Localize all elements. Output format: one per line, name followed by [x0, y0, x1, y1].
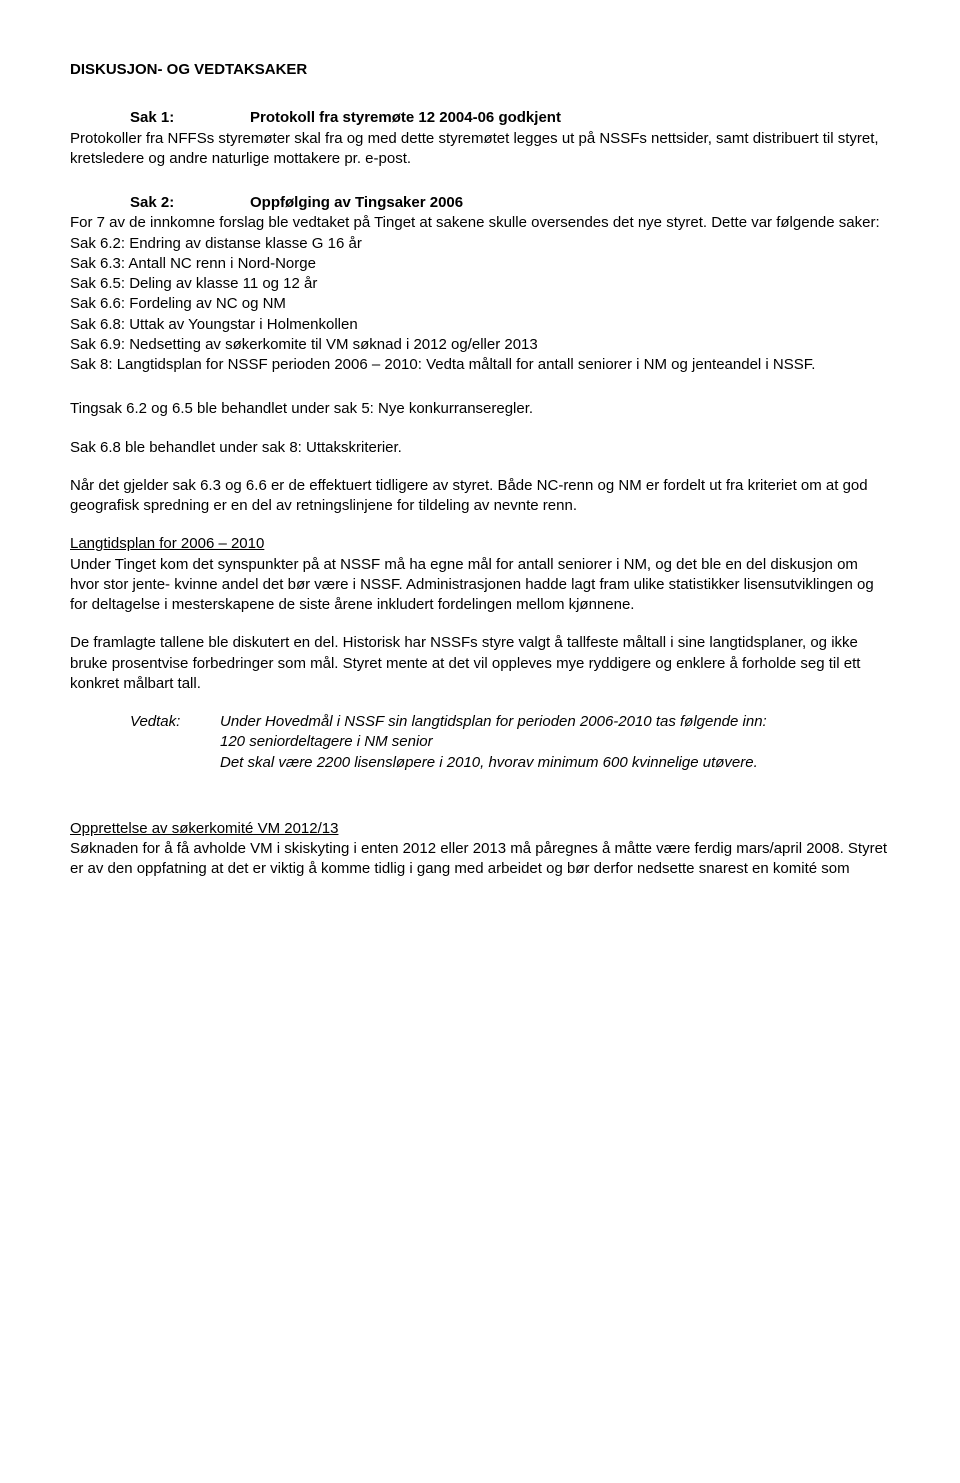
- sak2-body: For 7 av de innkomne forslag ble vedtake…: [70, 213, 890, 233]
- langtidsplan-body: Under Tinget kom det synspunkter på at N…: [70, 556, 874, 614]
- vedtak-line-0: Under Hovedmål i NSSF sin langtidsplan f…: [220, 712, 890, 732]
- langtidsplan-block: Langtidsplan for 2006 – 2010 Under Tinge…: [70, 534, 890, 615]
- page-title: DISKUSJON- OG VEDTAKSAKER: [70, 60, 890, 80]
- sak1-heading: Protokoll fra styremøte 12 2004-06 godkj…: [250, 108, 561, 128]
- langtidsplan-heading: Langtidsplan for 2006 – 2010: [70, 535, 264, 552]
- sak2-block: Sak 2: Oppfølging av Tingsaker 2006 For …: [70, 193, 890, 375]
- vedtak-line-2: Det skal være 2200 lisensløpere i 2010, …: [220, 753, 890, 773]
- vedtak-block: Vedtak: Under Hovedmål i NSSF sin langti…: [70, 712, 890, 773]
- paragraph-4: De framlagte tallene ble diskutert en de…: [70, 633, 890, 694]
- vedtak-label: Vedtak:: [130, 712, 220, 773]
- sak2-heading: Oppfølging av Tingsaker 2006: [250, 193, 463, 213]
- sak2-line-2: Sak 6.5: Deling av klasse 11 og 12 år: [70, 274, 890, 294]
- paragraph-2: Sak 6.8 ble behandlet under sak 8: Uttak…: [70, 438, 890, 458]
- spacer: [70, 791, 890, 819]
- vedtak-body: Under Hovedmål i NSSF sin langtidsplan f…: [220, 712, 890, 773]
- sak2-line-4: Sak 6.8: Uttak av Youngstar i Holmenkoll…: [70, 315, 890, 335]
- sak1-block: Sak 1: Protokoll fra styremøte 12 2004-0…: [70, 108, 890, 169]
- sokerkomite-body: Søknaden for å få avholde VM i skiskytin…: [70, 840, 887, 877]
- sak2-line-5: Sak 6.9: Nedsetting av søkerkomite til V…: [70, 335, 890, 355]
- paragraph-1: Tingsak 6.2 og 6.5 ble behandlet under s…: [70, 399, 890, 419]
- sak2-line-3: Sak 6.6: Fordeling av NC og NM: [70, 294, 890, 314]
- sak1-label: Sak 1:: [70, 108, 250, 128]
- paragraph-3: Når det gjelder sak 6.3 og 6.6 er de eff…: [70, 476, 890, 517]
- sak2-line-0: Sak 6.2: Endring av distanse klasse G 16…: [70, 234, 890, 254]
- vedtak-line-1: 120 seniordeltagere i NM senior: [220, 732, 890, 752]
- sokerkomite-block: Opprettelse av søkerkomité VM 2012/13 Sø…: [70, 819, 890, 880]
- sak2-line-6: Sak 8: Langtidsplan for NSSF perioden 20…: [70, 355, 890, 375]
- sak2-label: Sak 2:: [70, 193, 250, 213]
- sak1-body: Protokoller fra NFFSs styremøter skal fr…: [70, 129, 890, 170]
- sokerkomite-heading: Opprettelse av søkerkomité VM 2012/13: [70, 820, 338, 837]
- sak2-line-1: Sak 6.3: Antall NC renn i Nord-Norge: [70, 254, 890, 274]
